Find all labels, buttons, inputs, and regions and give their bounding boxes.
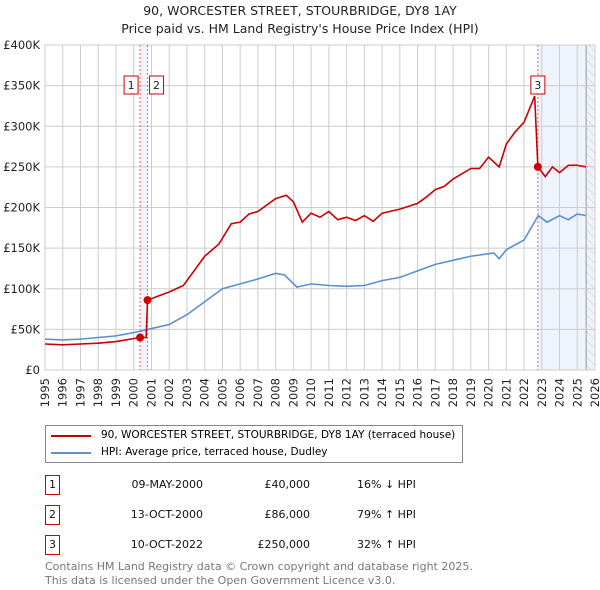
- x-tick-label: 1999: [109, 378, 123, 407]
- x-tick-label: 2026: [588, 378, 600, 407]
- x-tick-label: 2025: [570, 378, 584, 407]
- sale-price: £40,000: [264, 478, 311, 491]
- x-tick-label: 2021: [499, 378, 513, 407]
- x-tick-label: 2012: [340, 378, 354, 407]
- x-tick-label: 2022: [517, 378, 531, 407]
- sale-point-2: [143, 296, 152, 305]
- legend-item-property: 90, WORCESTER STREET, STOURBRIDGE, DY8 1…: [51, 427, 455, 444]
- sale-label-box: [530, 75, 546, 95]
- sale-point-3: [533, 162, 542, 171]
- x-tick-label: 2002: [162, 378, 176, 407]
- x-tick-label: 2019: [464, 378, 478, 407]
- sale-label: 2: [153, 79, 160, 92]
- x-tick-label: 1995: [38, 378, 52, 407]
- legend-label: HPI: Average price, terraced house, Dudl…: [101, 446, 328, 458]
- sale-marker-badge: 1: [45, 475, 60, 495]
- x-tick-label: 2009: [286, 378, 300, 407]
- x-tick-label: 2004: [198, 378, 212, 407]
- sale-label: 1: [128, 79, 135, 92]
- sale-date: 10-OCT-2022: [130, 538, 203, 551]
- legend-item-hpi: HPI: Average price, terraced house, Dudl…: [51, 444, 328, 461]
- x-tick-label: 1998: [91, 378, 105, 407]
- sale-hpi: 32% ↑ HPI: [357, 538, 416, 551]
- x-tick-label: 2011: [322, 378, 336, 407]
- sale-marker-badge: 3: [45, 535, 60, 555]
- x-tick-label: 2024: [553, 378, 567, 407]
- y-tick-label: £200K: [3, 201, 40, 215]
- sale-hpi: 16% ↓ HPI: [357, 478, 416, 491]
- x-tick-label: 2017: [428, 378, 442, 407]
- legend-label: 90, WORCESTER STREET, STOURBRIDGE, DY8 1…: [101, 429, 456, 441]
- legend-swatch-red: [51, 434, 91, 437]
- sale-label-box: [149, 75, 165, 95]
- legend-swatch-blue: [51, 451, 91, 454]
- x-tick-label: 2023: [535, 378, 549, 407]
- x-tick-label: 2003: [180, 378, 194, 407]
- x-tick-label: 2005: [215, 378, 229, 407]
- x-tick-label: 2016: [411, 378, 425, 407]
- chart-subtitle: Price paid vs. HM Land Registry's House …: [121, 21, 479, 36]
- hpi-line: [44, 213, 587, 341]
- sale-price: £86,000: [264, 508, 311, 521]
- x-tick-label: 2008: [269, 378, 283, 407]
- sale-date: 09-MAY-2000: [131, 478, 203, 491]
- property-price-line: [44, 95, 587, 346]
- x-tick-label: 2018: [446, 378, 460, 407]
- x-tick-label: 2014: [375, 378, 389, 407]
- x-tick-label: 2001: [144, 378, 158, 407]
- sale-hpi: 79% ↑ HPI: [357, 508, 416, 521]
- sale-marker-badge: 2: [45, 505, 60, 525]
- footer-licence: This data is licensed under the Open Gov…: [45, 574, 396, 587]
- y-tick-label: £150K: [3, 241, 40, 255]
- x-tick-label: 2020: [482, 378, 496, 407]
- footer-copyright: Contains HM Land Registry data © Crown c…: [45, 560, 473, 573]
- y-tick-label: £400K: [3, 38, 40, 52]
- sale-label: 3: [534, 79, 541, 92]
- x-tick-label: 1997: [73, 378, 87, 407]
- sale-point-1: [136, 333, 145, 342]
- sale-label-box: [123, 75, 139, 95]
- legend: 90, WORCESTER STREET, STOURBRIDGE, DY8 1…: [45, 425, 463, 463]
- x-tick-label: 2007: [251, 378, 265, 407]
- x-tick-label: 2013: [357, 378, 371, 407]
- sale-price: £250,000: [257, 538, 311, 551]
- y-tick-label: £250K: [3, 160, 40, 174]
- y-tick-label: £100K: [3, 282, 40, 296]
- price-chart: £0 £50K £100K £150K £200K £250K £300K £350K £400…: [3, 38, 600, 407]
- x-tick-label: 1996: [56, 378, 70, 407]
- y-tick-label: £300K: [3, 119, 40, 133]
- y-tick-label: £350K: [3, 79, 40, 93]
- y-tick-label: £0: [25, 363, 40, 377]
- y-tick-label: £50K: [11, 322, 41, 336]
- plot-border: [44, 44, 596, 371]
- x-tick-label: 2006: [233, 378, 247, 407]
- x-tick-label: 2010: [304, 378, 318, 407]
- sale-date: 13-OCT-2000: [130, 508, 203, 521]
- chart-title: 90, WORCESTER STREET, STOURBRIDGE, DY8 1…: [143, 3, 457, 18]
- x-tick-label: 2000: [127, 378, 141, 407]
- x-tick-label: 2015: [393, 378, 407, 407]
